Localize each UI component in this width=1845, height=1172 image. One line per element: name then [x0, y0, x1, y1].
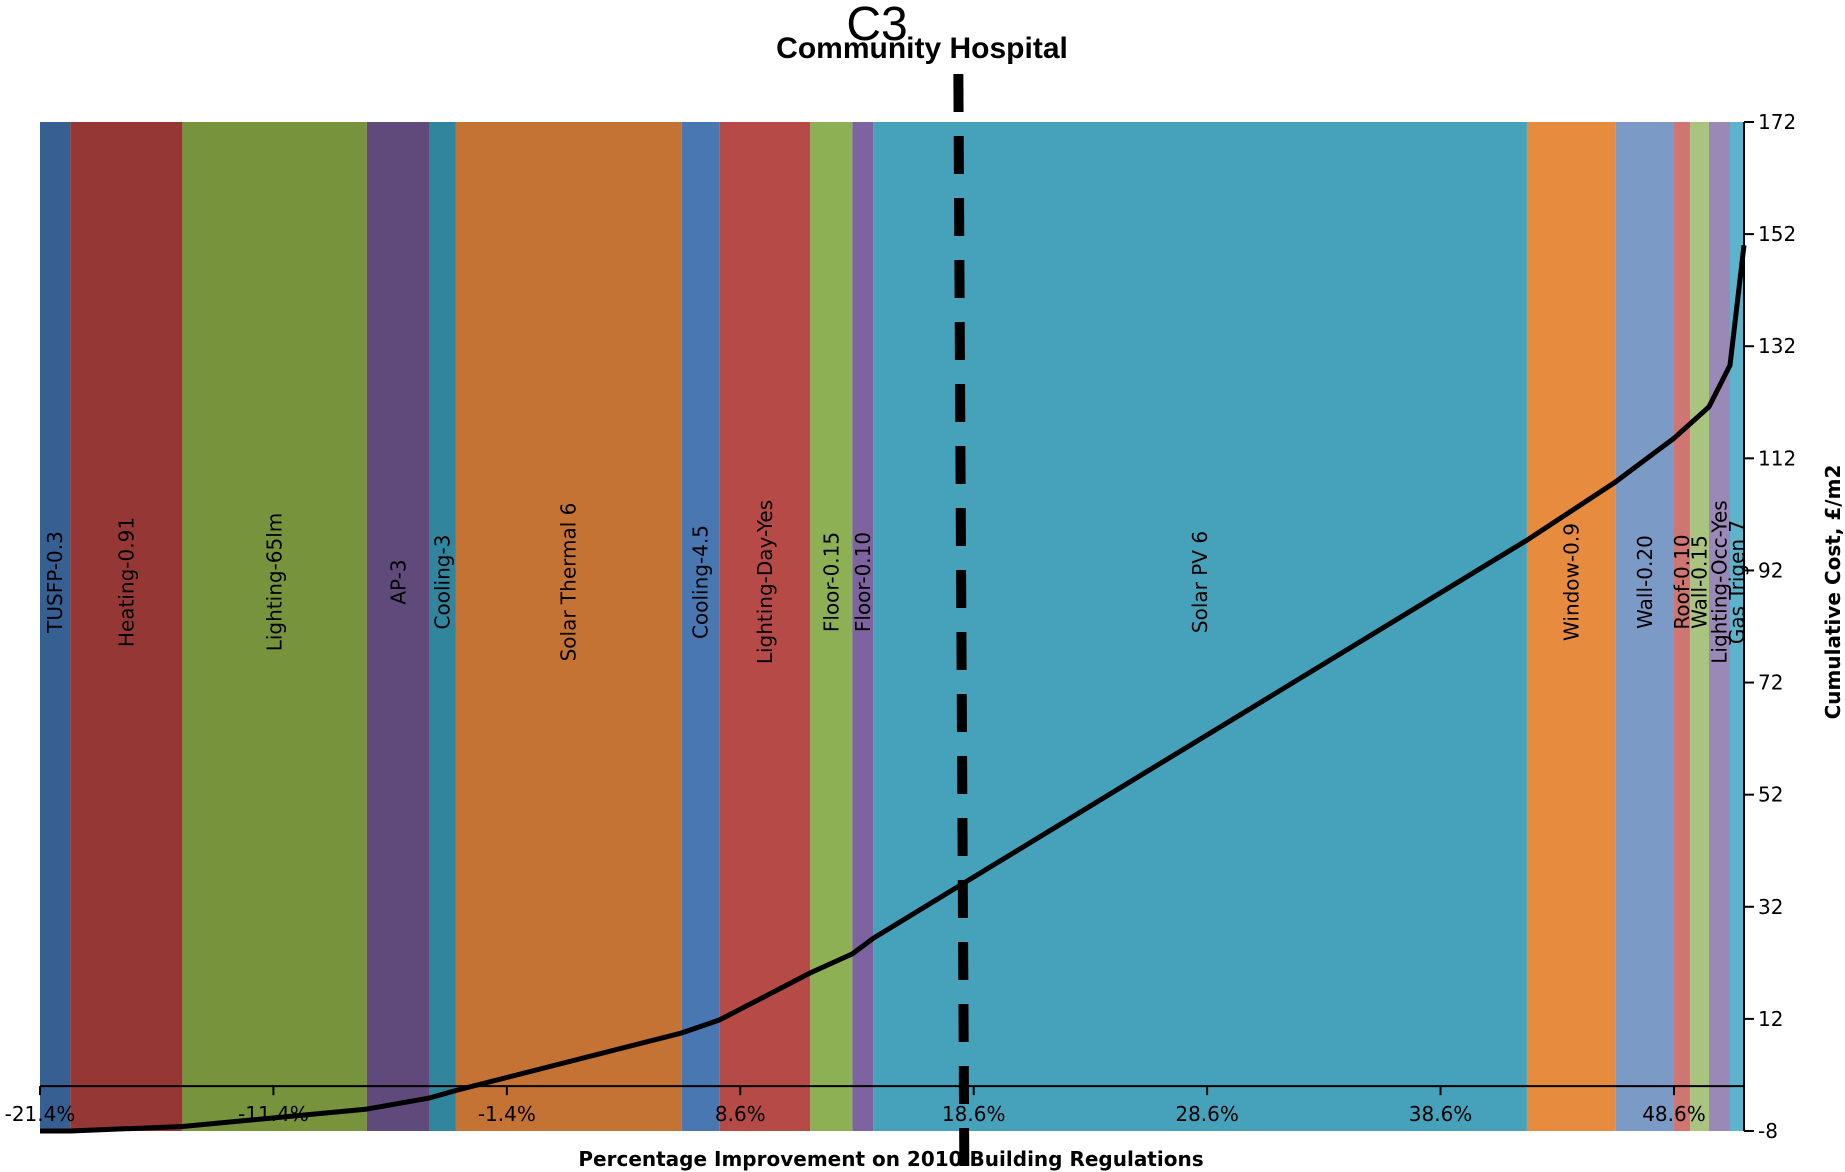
cumulative-cost-line — [40, 245, 1747, 1134]
segment-label: Wall-0.20 — [1633, 535, 1657, 629]
segment-label: Roof-0.10 — [1670, 534, 1694, 629]
y-tick-label: 72 — [1758, 671, 1783, 695]
segment-bar — [429, 122, 456, 1131]
segments-layer — [40, 122, 1744, 1131]
segment-bar — [1673, 122, 1691, 1131]
segment-bar — [681, 122, 720, 1131]
segment-bar — [873, 122, 1527, 1131]
segment-label: Floor-0.15 — [819, 532, 843, 632]
segment-bar — [1615, 122, 1674, 1131]
x-tick-label: -21.4% — [5, 1102, 76, 1126]
segment-bar — [1729, 122, 1744, 1131]
y-tick-label: 132 — [1758, 334, 1796, 358]
y-tick-label: 92 — [1758, 558, 1783, 582]
x-tick-label: 28.6% — [1175, 1102, 1239, 1126]
segment-label: Lighting-Occ-Yes — [1707, 500, 1731, 663]
y-axis: -8 12 32 52 72 92 112 132 152 172 — [1743, 110, 1796, 1143]
segment-label: AP-3 — [386, 559, 410, 604]
segment-bar — [1526, 122, 1616, 1131]
segment-label: Heating-0.91 — [114, 517, 138, 647]
segment-label: Cooling-4.5 — [689, 525, 713, 639]
segment-label: Solar Thermal 6 — [557, 503, 581, 662]
x-tick-label: 38.6% — [1409, 1102, 1473, 1126]
segment-label: Gas Trigen 7 — [1725, 520, 1749, 644]
y-tick-label: 52 — [1758, 783, 1783, 807]
segment-labels-layer: TUSFP-0.3 Heating-0.91 Lighting-65lm AP-3 Co… — [43, 500, 1749, 664]
y-tick-label: 12 — [1758, 1007, 1783, 1031]
segment-label: TUSFP-0.3 — [43, 531, 67, 634]
segment-label: Floor-0.10 — [851, 532, 875, 632]
x-tick-label: 8.6% — [715, 1102, 766, 1126]
y-tick-label: -8 — [1758, 1119, 1778, 1143]
segment-label: Solar PV 6 — [1188, 531, 1212, 633]
segment-bar — [455, 122, 682, 1131]
y-tick-label: 152 — [1758, 222, 1796, 246]
segment-bar — [40, 122, 71, 1131]
y-tick-label: 112 — [1758, 446, 1796, 470]
x-axis-ticks: -21.4% -11.4% -1.4% 8.6% 18.6% 28.6% 38.6% 48.6… — [5, 1086, 1706, 1126]
y-tick-label: 172 — [1758, 110, 1796, 134]
segment-label: Lighting-65lm — [263, 513, 287, 652]
x-axis-title: Percentage Improvement on 2010 Building … — [578, 1147, 1203, 1171]
segment-label: Lighting-Day-Yes — [753, 500, 777, 664]
x-tick-label: 18.6% — [942, 1102, 1006, 1126]
segment-bar — [1690, 122, 1709, 1131]
y-axis-title: Cumulative Cost, £/m2 — [1821, 465, 1845, 720]
segment-label: Window-0.9 — [1559, 523, 1583, 641]
segment-bar — [182, 122, 367, 1131]
c3-marker-label: C3 — [846, 0, 907, 51]
segment-label: Wall-0.15 — [1688, 535, 1712, 629]
segment-bar — [366, 122, 430, 1131]
y-tick-label: 32 — [1758, 895, 1783, 919]
segment-bar — [70, 122, 183, 1131]
segment-label: Cooling-3 — [431, 535, 455, 630]
x-tick-label: 48.6% — [1642, 1102, 1706, 1126]
chart-title: Community Hospital — [776, 32, 1068, 65]
segment-bar — [852, 122, 874, 1131]
x-tick-label: -1.4% — [478, 1102, 536, 1126]
segment-bar — [719, 122, 811, 1131]
